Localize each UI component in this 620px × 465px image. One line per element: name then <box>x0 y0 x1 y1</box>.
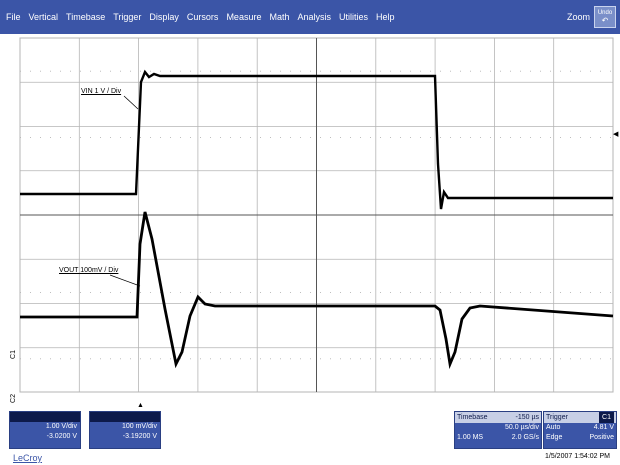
menu-trigger[interactable]: Trigger <box>113 12 142 22</box>
undo-icon: ↶ <box>601 16 609 25</box>
trigger-source-badge: C1 <box>599 412 614 423</box>
menu-help[interactable]: Help <box>376 12 395 22</box>
menu-timebase[interactable]: Timebase <box>66 12 106 22</box>
undo-label: Undo <box>597 10 613 16</box>
trigger-row-1: Auto 4.81 V <box>544 423 616 433</box>
trigger-level: 4.81 V <box>593 424 614 431</box>
trigger-slope: Positive <box>589 434 614 441</box>
undo-button[interactable]: Undo ↶ <box>594 6 616 28</box>
timebase-row-2: 1.00 MS 2.0 GS/s <box>455 433 541 443</box>
trigger-row-2: Edge Positive <box>544 433 616 443</box>
timebase-rate: 2.0 GS/s <box>511 434 539 441</box>
vin-trace-label: VIN 1 V / Div <box>81 88 122 95</box>
c2-marker[interactable]: C2 <box>10 394 17 403</box>
trigger-mode: Auto <box>546 424 561 431</box>
grid-lines <box>19 37 614 393</box>
menu-cursors[interactable]: Cursors <box>186 12 219 22</box>
trigger-title: Trigger <box>546 414 568 421</box>
trigger-position-icon[interactable]: ▲ <box>137 402 144 409</box>
timebase-delay: -150 µs <box>515 414 540 421</box>
timebase-samples: 1.00 MS <box>457 434 484 441</box>
waveform-grid <box>19 37 614 393</box>
trigger-descriptor[interactable]: Trigger C1 Auto 4.81 V Edge Positive <box>543 411 617 449</box>
channel-1-descriptor[interactable]: 1.00 V/div -3.0200 V <box>9 411 81 449</box>
channel-2-offset: -3.19200 V <box>122 433 157 440</box>
menu-utilities[interactable]: Utilities <box>338 12 368 22</box>
status-panel: 1.00 V/div -3.0200 V 100 mV/div -3.19200… <box>0 410 620 465</box>
timebase-header: Timebase -150 µs <box>455 412 541 423</box>
channel-2-tab <box>90 412 160 422</box>
menu-display[interactable]: Display <box>149 12 179 22</box>
vout-trace-label: VOUT 100mV / Div <box>59 267 119 274</box>
timebase-title: Timebase <box>457 414 488 421</box>
menu-bar: File Vertical Timebase Trigger Display C… <box>0 0 620 34</box>
trigger-type: Edge <box>546 434 563 441</box>
channel-1-offset: -3.0200 V <box>46 433 77 440</box>
datetime-readout: 1/5/2007 1:54:02 PM <box>545 453 610 460</box>
timebase-tdiv: 50.0 µs/div <box>505 424 539 431</box>
menu-measure[interactable]: Measure <box>226 12 262 22</box>
channel-1-vdiv: 1.00 V/div <box>45 423 77 430</box>
timebase-row-1: 50.0 µs/div <box>455 423 541 433</box>
menu-vertical[interactable]: Vertical <box>28 12 59 22</box>
menu-analysis[interactable]: Analysis <box>297 12 331 22</box>
trigger-header: Trigger C1 <box>544 412 616 423</box>
channel-2-descriptor[interactable]: 100 mV/div -3.19200 V <box>89 411 161 449</box>
menu-file[interactable]: File <box>6 12 21 22</box>
vout-trace <box>20 211 614 370</box>
c1-marker[interactable]: C1 <box>10 350 17 359</box>
vin-label-leader <box>123 95 139 110</box>
vout-label-leader <box>109 274 141 287</box>
waveform-display[interactable]: VIN 1 V / Div VOUT 100mV / Div <box>0 34 620 396</box>
lecroy-logo: LeCroy <box>13 453 43 463</box>
trigger-level-icon[interactable]: ◀ <box>613 131 619 138</box>
menu-math[interactable]: Math <box>269 12 290 22</box>
timebase-descriptor[interactable]: Timebase -150 µs 50.0 µs/div 1.00 MS 2.0… <box>454 411 542 449</box>
channel-2-vdiv: 100 mV/div <box>121 423 157 430</box>
vin-trace <box>20 69 613 210</box>
channel-1-tab <box>10 412 80 422</box>
zoom-button[interactable]: Zoom <box>566 12 590 22</box>
